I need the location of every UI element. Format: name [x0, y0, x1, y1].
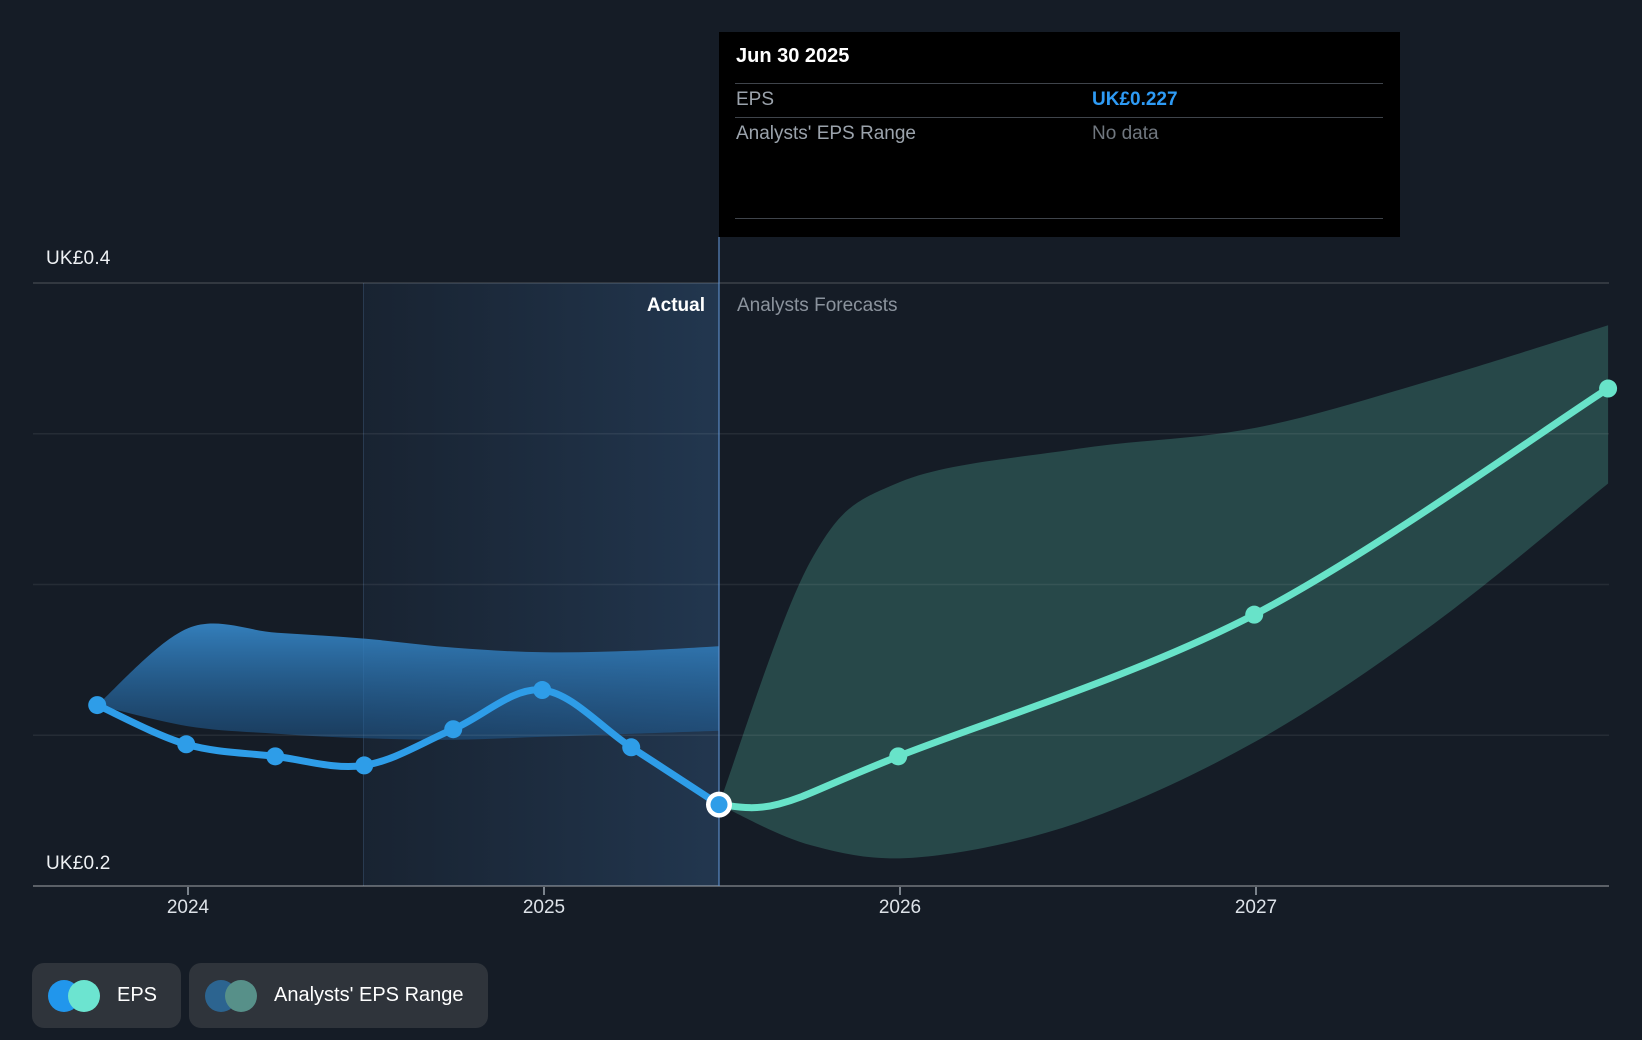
forecast-data-point[interactable]	[1245, 605, 1264, 624]
legend-eps-label: EPS	[117, 984, 158, 1006]
range-legend-dots-icon	[205, 979, 258, 1012]
actual-eps-range-band	[97, 623, 719, 740]
tooltip-eps-label: EPS	[736, 89, 775, 110]
legend-item-eps[interactable]: EPS	[32, 963, 182, 1028]
x-axis-label-2026: 2026	[878, 897, 922, 918]
actual-data-point[interactable]	[88, 696, 107, 715]
forecast-eps-line	[715, 385, 1612, 812]
y-axis-label-top: UK£0.4	[46, 248, 111, 269]
x-axis-label-2024: 2024	[166, 897, 210, 918]
x-axis-label-2027: 2027	[1234, 897, 1278, 918]
tooltip-divider	[735, 218, 1383, 219]
analysts-eps-range-band	[719, 325, 1609, 859]
tooltip-row-eps: EPS UK£0.227	[736, 83, 1383, 117]
latest-data-point[interactable]	[710, 796, 728, 814]
eps-legend-dots-icon	[48, 979, 100, 1012]
forecast-data-point[interactable]	[1599, 379, 1618, 398]
y-axis-label-bottom: UK£0.2	[46, 853, 111, 874]
legend-range-label: Analysts' EPS Range	[274, 984, 464, 1006]
actual-period-highlight	[363, 283, 720, 886]
tooltip-row-range: Analysts' EPS Range No data	[736, 117, 1383, 151]
tooltip-divider	[735, 83, 1383, 84]
tooltip-range-value: No data	[1092, 123, 1159, 144]
actual-data-point[interactable]	[266, 747, 285, 766]
legend-item-analysts-eps-range[interactable]: Analysts' EPS Range	[189, 963, 488, 1028]
tooltip-range-label: Analysts' EPS Range	[736, 123, 916, 144]
actual-data-point[interactable]	[444, 720, 463, 739]
actual-zone-label: Actual	[646, 295, 705, 316]
x-axis-label-2025: 2025	[522, 897, 566, 918]
actual-data-point[interactable]	[533, 681, 552, 700]
tooltip-eps-value: UK£0.227	[1092, 89, 1178, 110]
forecast-data-point[interactable]	[889, 747, 908, 766]
chart-tooltip: Jun 30 2025 EPS UK£0.227 Analysts' EPS R…	[719, 32, 1400, 237]
tooltip-divider	[735, 117, 1383, 118]
chart-legend: EPS Analysts' EPS Range	[32, 963, 488, 1028]
actual-data-point[interactable]	[622, 738, 641, 757]
forecast-zone-label: Analysts Forecasts	[737, 295, 898, 316]
actual-data-point[interactable]	[177, 735, 196, 754]
actual-data-point[interactable]	[355, 756, 374, 775]
tooltip-date: Jun 30 2025	[736, 45, 850, 67]
